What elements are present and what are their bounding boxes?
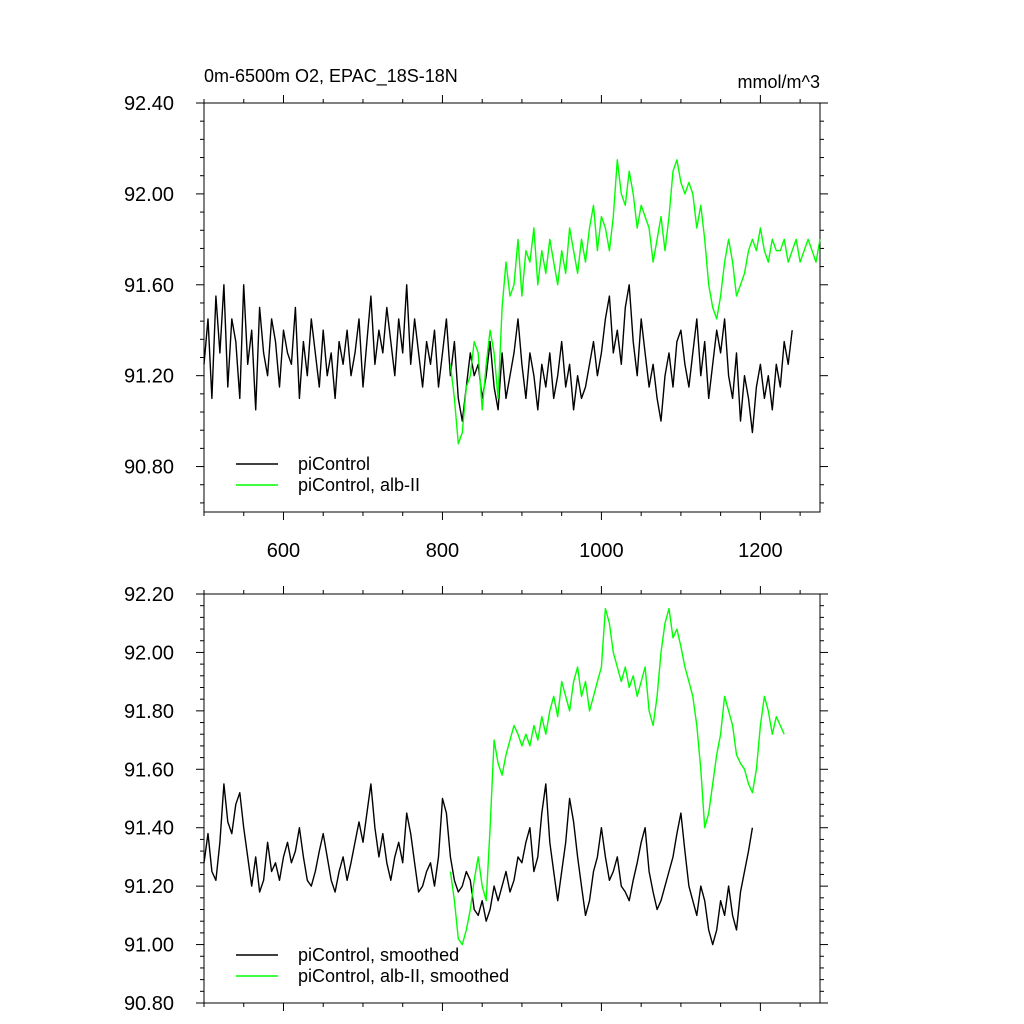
- y-tick-label: 91.20: [124, 876, 174, 898]
- series-line: [449, 159, 821, 445]
- plot-frame: [203, 593, 821, 1004]
- y-tick-label: 91.60: [124, 275, 174, 297]
- x-tick-label: 1000: [579, 540, 624, 562]
- bottom-panel: 90.80 91.00 91.20 91.40 91.60 91.80 92.00 92.20…: [124, 584, 828, 1015]
- x-tick-label: 600: [267, 540, 300, 562]
- units-label: mmol/m^3: [738, 72, 820, 92]
- y-tick-label: 92.40: [124, 93, 174, 115]
- y-tick-label: 90.80: [124, 457, 174, 479]
- y-tick-label: 90.80: [124, 993, 174, 1015]
- legend-label: piControl: [298, 454, 370, 474]
- y-tick-label: 92.00: [124, 184, 174, 206]
- y-tick-label: 92.00: [124, 642, 174, 664]
- top-panel: 0m-6500m O2, EPAC_18S-18N mmol/m^3 90.80…: [124, 66, 828, 562]
- series-line: [449, 607, 785, 946]
- y-tick-label: 91.60: [124, 759, 174, 781]
- y-tick-label: 91.20: [124, 366, 174, 388]
- series-line: [203, 783, 754, 946]
- y-tick-label: 91.40: [124, 818, 174, 840]
- series-line: [203, 284, 793, 434]
- y-tick-label: 91.80: [124, 701, 174, 723]
- x-tick-label: 1200: [738, 540, 783, 562]
- y-tick-label: 92.20: [124, 584, 174, 606]
- x-tick-label: 800: [426, 540, 459, 562]
- legend-label: piControl, smoothed: [298, 945, 459, 965]
- chart-title: 0m-6500m O2, EPAC_18S-18N: [204, 66, 458, 87]
- y-tick-label: 91.00: [124, 935, 174, 957]
- legend-label: piControl, alb-II: [298, 475, 420, 495]
- legend-label: piControl, alb-II, smoothed: [298, 966, 509, 986]
- plot-frame: [203, 102, 821, 513]
